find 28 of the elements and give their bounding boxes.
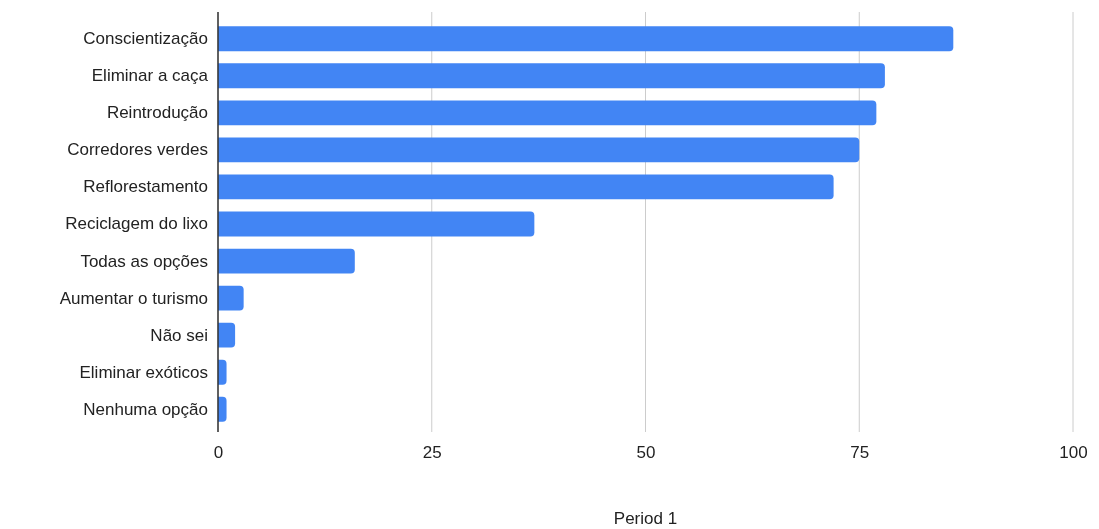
bar: [218, 396, 227, 422]
y-tick-label: Reflorestamento: [83, 177, 208, 197]
bar: [218, 359, 227, 385]
bar: [218, 100, 877, 126]
y-tick-label: Reintrodução: [106, 103, 208, 123]
bar: [218, 285, 244, 311]
y-tick-label: Nenhuma opção: [83, 399, 208, 419]
x-axis-title: Period 1: [613, 509, 678, 528]
bar: [218, 137, 860, 163]
x-tick-label: 25: [422, 443, 442, 463]
bar: [218, 26, 954, 52]
bar: [218, 211, 535, 237]
y-tick-label: Conscientização: [83, 29, 208, 49]
y-tick-label: Não sei: [150, 325, 208, 345]
x-tick-label: 75: [850, 443, 870, 463]
y-tick-label: Reciclagem do lixo: [65, 214, 208, 234]
x-tick-label: 100: [1059, 443, 1088, 463]
y-tick-label: Aumentar o turismo: [59, 288, 208, 308]
y-tick-label: Corredores verdes: [67, 140, 208, 160]
x-tick-label: 50: [636, 443, 656, 463]
bar: [218, 322, 236, 348]
y-tick-label: Todas as opções: [80, 251, 208, 271]
bar: [218, 174, 834, 200]
bar: [218, 248, 355, 274]
y-tick-label: Eliminar a caça: [91, 66, 209, 86]
y-tick-label: Eliminar exóticos: [79, 362, 208, 382]
bar: [218, 63, 885, 89]
x-tick-label: 0: [213, 443, 224, 463]
